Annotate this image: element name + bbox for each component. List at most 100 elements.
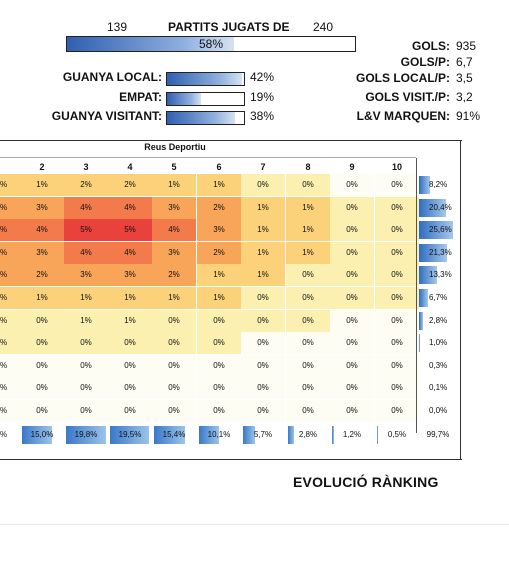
grid-cell: 0%	[375, 219, 419, 242]
score-grid: Reus Deportiu 2 3 4 5 6 7 8 9 10% 1% 2% 2% 1% 1% 0% 0% 0…	[0, 140, 462, 460]
row-total-label: 2,8%	[429, 315, 448, 325]
col-total-bar	[377, 425, 378, 444]
grid-cell: 0%	[330, 196, 374, 219]
grid-cell: 0%	[152, 354, 196, 377]
col-total-label: 1,2%	[342, 429, 362, 439]
grid-cell: 0%	[330, 309, 374, 332]
grid-cell: 3%	[20, 196, 64, 219]
outcome-pct: 42%	[250, 70, 275, 84]
col-total: 15,4%	[154, 424, 194, 446]
col-total-label: 19,8%	[74, 429, 98, 439]
col-total-bar	[288, 425, 294, 444]
grid-cell: 0%	[108, 377, 152, 400]
row-total: 0,0%	[419, 400, 457, 422]
stat-value: 3,5	[456, 71, 473, 85]
grid-cell: 0%	[375, 174, 419, 196]
row-total-label: 6,7%	[429, 293, 448, 302]
col-total: 19,5%	[110, 424, 150, 446]
grid-cell: 0%	[20, 332, 64, 355]
row-total-bar	[419, 266, 437, 285]
grid-cell: 1%	[197, 174, 241, 196]
grid-cell: 4%	[64, 241, 108, 264]
row-total-label: 13,3%	[429, 270, 452, 280]
grid-cell: 0%	[241, 354, 285, 377]
left-col-cell: %	[0, 241, 20, 264]
column-header: 6	[216, 162, 222, 172]
grid-cell: 0%	[286, 287, 330, 309]
row-total: 1,0%	[419, 332, 457, 354]
col-total: 19,8%	[66, 424, 106, 446]
row-total-bar	[419, 334, 421, 353]
grid-cell: 3%	[152, 196, 196, 219]
grid-cell: 0%	[375, 309, 419, 332]
grid-cell: 0%	[241, 400, 285, 422]
left-col-cell: %	[0, 264, 20, 287]
grid-cell: 3%	[197, 219, 241, 242]
stat-label: GOLS/P:	[400, 55, 450, 69]
grid-cell: 1%	[108, 309, 152, 332]
grid-cell: 1%	[286, 219, 330, 242]
grid-cell: 0%	[375, 332, 419, 355]
grid-cell: 0%	[330, 332, 374, 355]
col-total-label: 15,0%	[30, 429, 54, 439]
col-total-label: 10,1%	[207, 429, 231, 439]
row-total: 0,3%	[419, 355, 457, 377]
grid-cell: 0%	[197, 332, 241, 355]
grid-cell: 1%	[286, 241, 330, 264]
row-total-label: 8,2%	[429, 180, 448, 189]
totals-divider	[416, 158, 417, 433]
grid-cell: 0%	[330, 241, 374, 264]
grid-cell: 2%	[64, 174, 108, 196]
row-total: 25,6%	[419, 219, 457, 241]
grid-cell: 1%	[241, 196, 285, 219]
grid-cell: 0%	[197, 377, 241, 400]
row-total-label: 0,0%	[429, 406, 448, 415]
grid-cell: 4%	[108, 196, 152, 219]
outcome-bar	[166, 92, 245, 106]
grid-cell: 5%	[108, 219, 152, 242]
grid-cell: 2%	[108, 174, 152, 196]
grid-cell: 0%	[286, 264, 330, 287]
grid-cell: 0%	[330, 287, 374, 309]
grid-cell: 2%	[197, 196, 241, 219]
grid-cell: 0%	[152, 309, 196, 332]
total-count: 240	[313, 20, 334, 34]
col-total-bar	[199, 425, 220, 444]
stat-value: 6,7	[456, 55, 473, 69]
stat-label: L&V MARQUEN:	[356, 109, 450, 123]
grid-cell: 4%	[20, 219, 64, 242]
row-total-label: 1,0%	[429, 338, 448, 348]
col-total: 15,0%	[22, 424, 62, 446]
grid-cell: 0%	[20, 354, 64, 377]
played-title: PARTITS JUGATS DE	[168, 20, 290, 34]
left-col-cell: %	[0, 174, 20, 196]
grid-cell: 3%	[20, 241, 64, 264]
grid-cell: 0%	[152, 400, 196, 422]
col-total: 10,1%	[199, 424, 239, 446]
grid-cell: 2%	[20, 264, 64, 287]
grid-cell: 4%	[108, 241, 152, 264]
grid-cell: 4%	[152, 219, 196, 242]
col-total: 2,8%	[288, 424, 328, 446]
grid-cell: 0%	[330, 377, 374, 400]
grid-cell: 0%	[197, 354, 241, 377]
left-col-cell: %	[0, 377, 20, 400]
grid-cell: 0%	[108, 332, 152, 355]
row-total-bar	[419, 176, 430, 194]
grid-cell: 2%	[197, 241, 241, 264]
outcome-pct: 19%	[250, 90, 275, 104]
grid-cell: 0%	[286, 332, 330, 355]
row-total-bar	[419, 243, 448, 262]
left-col-cell: %	[0, 354, 20, 377]
grid-cell: 0%	[375, 264, 419, 287]
grid-cell: 0%	[20, 400, 64, 422]
grid-cell: 4%	[64, 196, 108, 219]
grid-cell: 0%	[330, 354, 374, 377]
col-total-label: 2,8%	[298, 429, 318, 439]
column-header: 7	[260, 162, 266, 172]
left-col-cell: %	[0, 196, 20, 219]
team-label: Reus Deportiu	[144, 142, 206, 152]
row-total-bar	[419, 311, 423, 330]
row-total-label: 0,1%	[429, 383, 448, 393]
grid-cell: 2%	[152, 264, 196, 287]
